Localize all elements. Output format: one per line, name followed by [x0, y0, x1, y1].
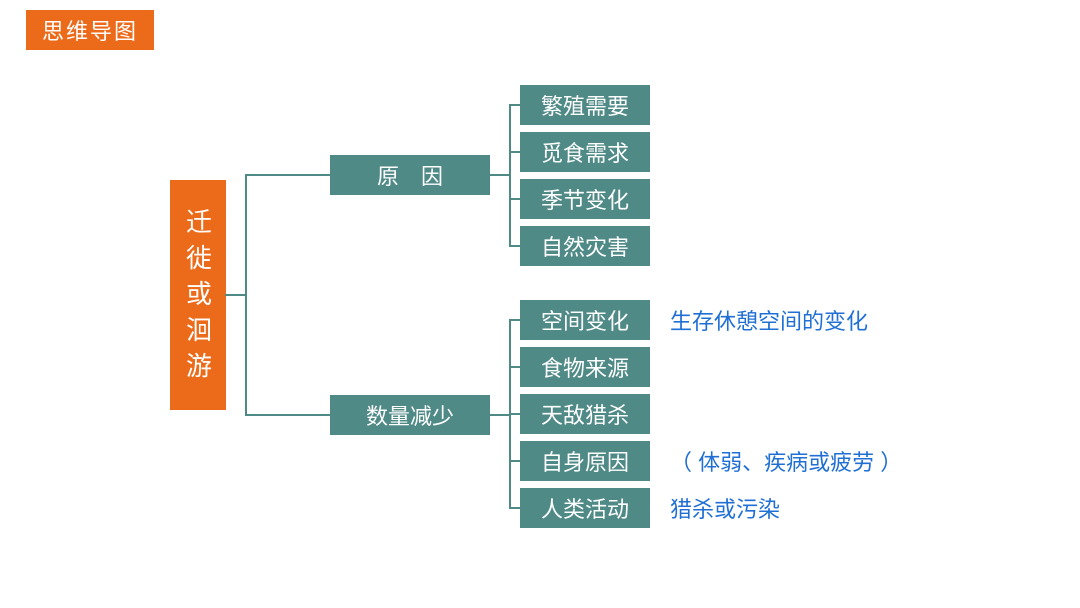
leaf-node: 自身原因 [520, 441, 650, 481]
leaf-annotation-text: 猎杀或污染 [670, 492, 780, 524]
mid-node-causes: 原 因 [330, 155, 490, 195]
leaf-node: 季节变化 [520, 179, 650, 219]
mid-node-decline: 数量减少 [330, 395, 490, 435]
leaf-annotation: 生存休憩空间的变化 [670, 300, 868, 340]
leaf-node-label: 觅食需求 [541, 136, 629, 168]
leaf-node: 觅食需求 [520, 132, 650, 172]
mid-node-label: 原 因 [377, 159, 443, 191]
root-node-label: 迁徙或洄游 [180, 208, 217, 388]
leaf-node: 食物来源 [520, 347, 650, 387]
leaf-node-label: 天敌猎杀 [541, 398, 629, 430]
leaf-node-label: 空间变化 [541, 304, 629, 336]
leaf-node: 天敌猎杀 [520, 394, 650, 434]
mid-node-label: 数量减少 [366, 399, 454, 431]
leaf-node: 繁殖需要 [520, 85, 650, 125]
leaf-annotation: 猎杀或污染 [670, 488, 780, 528]
root-node: 迁徙或洄游 [170, 180, 226, 410]
leaf-annotation-text: （ 体弱、疾病或疲劳 ） [670, 445, 902, 477]
leaf-node: 空间变化 [520, 300, 650, 340]
leaf-node-label: 人类活动 [541, 492, 629, 524]
leaf-node-label: 自身原因 [541, 445, 629, 477]
leaf-node-label: 自然灾害 [541, 230, 629, 262]
title-tab: 思维导图 [26, 10, 154, 50]
leaf-node-label: 繁殖需要 [541, 89, 629, 121]
leaf-annotation-text: 生存休憩空间的变化 [670, 304, 868, 336]
leaf-annotation: （ 体弱、疾病或疲劳 ） [670, 441, 902, 481]
leaf-node: 自然灾害 [520, 226, 650, 266]
leaf-node-label: 食物来源 [541, 351, 629, 383]
leaf-node: 人类活动 [520, 488, 650, 528]
title-text: 思维导图 [42, 14, 138, 46]
leaf-node-label: 季节变化 [541, 183, 629, 215]
